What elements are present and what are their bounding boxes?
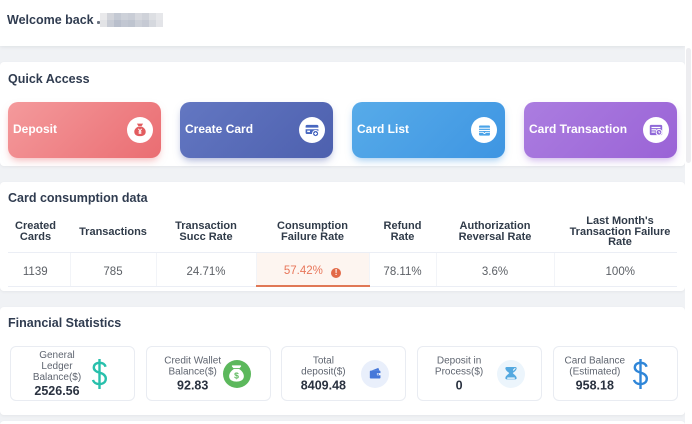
svg-text:$: $	[234, 371, 239, 381]
